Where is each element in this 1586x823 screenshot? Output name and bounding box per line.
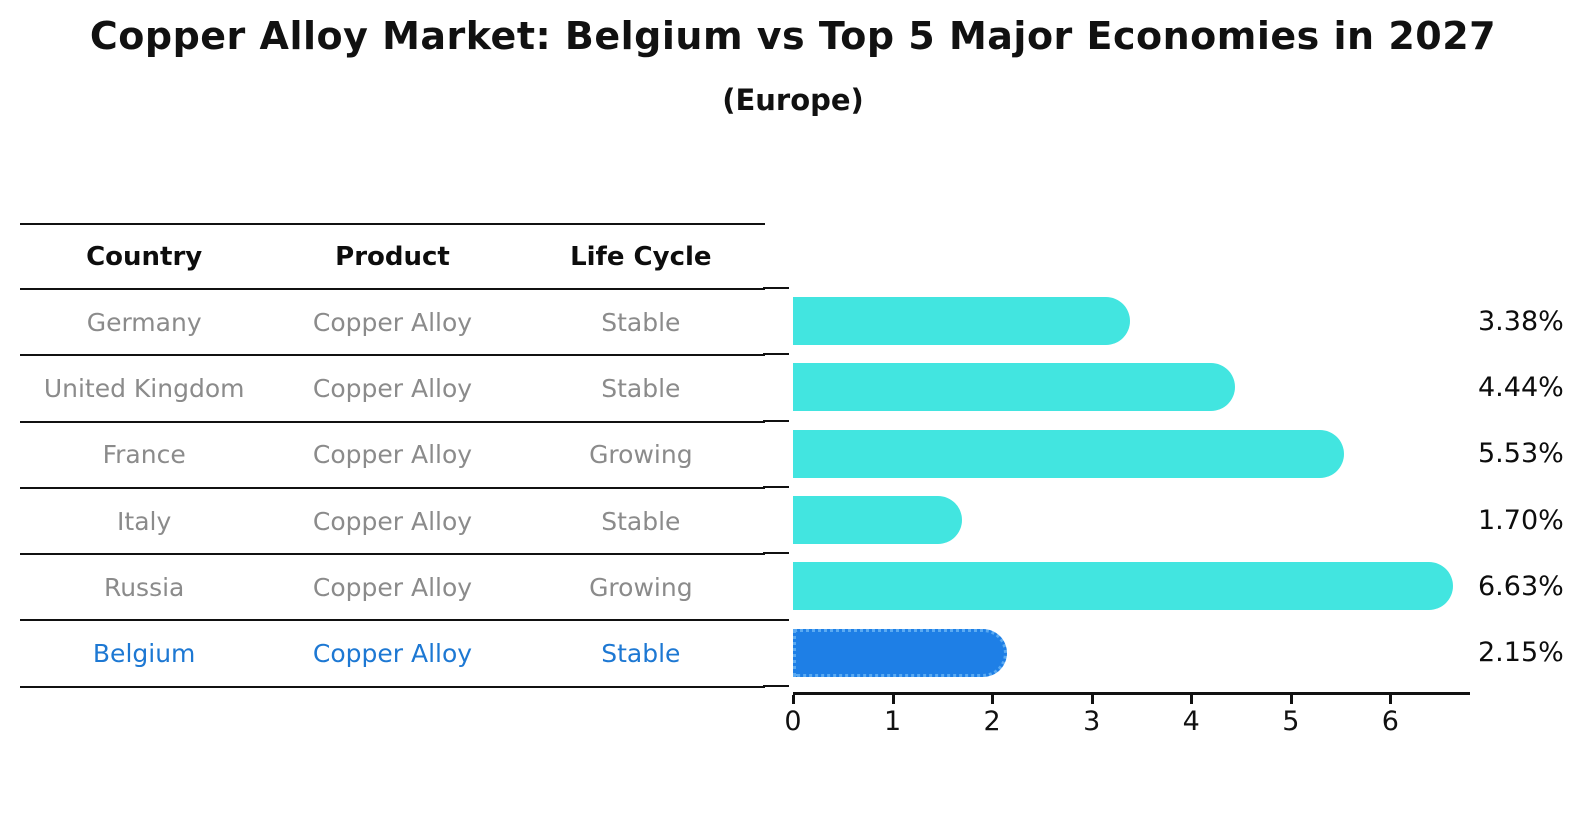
value-label-row: 3.38% [1478, 288, 1586, 354]
x-axis-tick-mark [991, 695, 995, 704]
product-cell: Copper Alloy [312, 506, 473, 536]
value-label-row: 6.63% [1478, 553, 1586, 619]
life-cycle-cell: Stable [601, 639, 681, 669]
bar-row [793, 487, 1470, 553]
y-axis-tick-mark [763, 618, 789, 621]
y-axis-tick-mark [763, 485, 789, 488]
table-header-row: Country Product Life Cycle [20, 225, 765, 290]
country-cell: Germany [86, 307, 202, 337]
x-axis-ticks: 0 1 2 3 4 5 6 [784, 692, 1470, 752]
x-axis-tick-mark [792, 695, 795, 704]
chart-subtitle: (Europe) [722, 83, 864, 117]
bar-germany [793, 297, 1130, 346]
value-label-column: 3.38% 4.44% 5.53% 1.70% 6.63% 2.15% [1478, 288, 1586, 686]
value-label: 3.38% [1478, 305, 1564, 337]
column-header-life-cycle: Life Cycle [570, 241, 712, 272]
x-axis-tick-mark [1190, 695, 1194, 704]
bar-italy [793, 496, 963, 545]
x-axis-tick-label: 4 [1182, 706, 1200, 737]
x-axis-tick-label: 2 [983, 706, 1001, 737]
x-axis-tick-label: 3 [1083, 706, 1101, 737]
value-label: 1.70% [1478, 504, 1564, 536]
y-axis-tick-mark [763, 552, 789, 555]
x-axis-tick-label: 1 [883, 706, 902, 737]
life-cycle-cell: Stable [601, 506, 681, 536]
bar-russia [793, 562, 1454, 611]
x-axis-tick-label: 6 [1381, 706, 1399, 737]
bar-france [793, 429, 1344, 478]
country-table: Country Product Life Cycle Germany Coppe… [20, 223, 765, 688]
table-row-highlighted: Belgium Copper Alloy Stable [20, 621, 765, 688]
x-axis-tick-label: 0 [784, 706, 802, 737]
bar-chart-plot-area: 0 1 2 3 4 5 6 [763, 287, 1470, 737]
value-label-row: 5.53% [1478, 421, 1586, 487]
table-row: Germany Copper Alloy Stable [20, 290, 765, 357]
y-axis-tick-mark [763, 353, 789, 356]
bar-row [793, 553, 1470, 619]
table-row: Italy Copper Alloy Stable [20, 489, 765, 556]
table-row: Russia Copper Alloy Growing [20, 555, 765, 622]
value-label-row: 4.44% [1478, 354, 1586, 420]
country-cell: Russia [103, 572, 185, 602]
bar-united-kingdom [793, 363, 1236, 412]
bar-row [793, 421, 1470, 487]
country-cell: Belgium [92, 639, 196, 669]
y-axis-tick-mark [763, 684, 789, 687]
table-row: United Kingdom Copper Alloy Stable [20, 356, 765, 423]
country-cell: Italy [117, 506, 172, 536]
x-axis-tick-mark [1090, 695, 1094, 704]
country-cell: United Kingdom [43, 373, 245, 403]
y-axis-tick-mark [763, 419, 789, 422]
x-axis-tick-mark [891, 695, 895, 704]
value-label-row: 2.15% [1478, 620, 1586, 686]
value-label: 5.53% [1478, 438, 1564, 470]
life-cycle-cell: Growing [589, 440, 693, 470]
chart-title: Copper Alloy Market: Belgium vs Top 5 Ma… [89, 14, 1497, 58]
bar-row [793, 354, 1470, 420]
product-cell: Copper Alloy [312, 373, 473, 403]
product-cell: Copper Alloy [312, 440, 473, 470]
column-header-country: Country [86, 241, 203, 272]
country-cell: France [102, 440, 186, 470]
value-label: 4.44% [1478, 371, 1564, 403]
product-cell: Copper Alloy [312, 639, 473, 669]
product-cell: Copper Alloy [312, 307, 473, 337]
bar-series [763, 287, 1470, 687]
bar-row [793, 620, 1470, 686]
life-cycle-cell: Stable [601, 373, 681, 403]
life-cycle-cell: Stable [601, 307, 681, 337]
column-header-product: Product [335, 241, 450, 272]
table-row: France Copper Alloy Growing [20, 423, 765, 489]
x-axis-tick-mark [1289, 695, 1293, 704]
bar-belgium-highlighted [793, 628, 1008, 677]
bar-row [793, 288, 1470, 354]
life-cycle-cell: Growing [589, 572, 693, 602]
x-axis-tick-mark [1389, 695, 1393, 704]
y-axis-tick-mark [763, 287, 789, 289]
product-cell: Copper Alloy [312, 572, 473, 602]
value-label: 2.15% [1478, 637, 1564, 669]
value-label: 6.63% [1478, 570, 1564, 602]
value-label-row: 1.70% [1478, 487, 1586, 553]
x-axis-tick-label: 5 [1282, 706, 1300, 737]
